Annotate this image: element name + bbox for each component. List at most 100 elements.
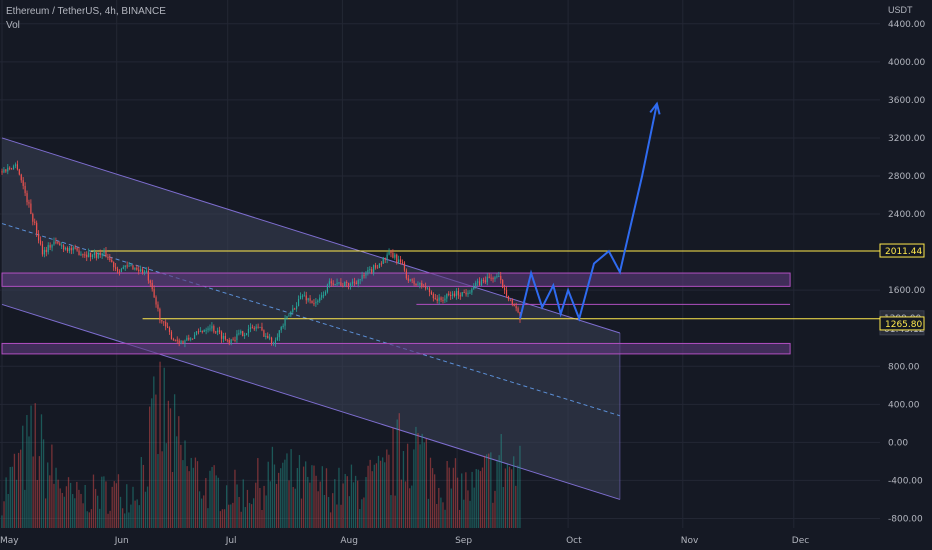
volume-bar — [163, 367, 165, 528]
candle-body — [43, 249, 45, 255]
volume-bar — [234, 469, 236, 528]
volume-bar — [305, 461, 307, 528]
x-tick-label: Aug — [340, 536, 358, 546]
candle-body — [475, 282, 477, 287]
candle-body — [45, 249, 47, 253]
volume-bar — [188, 471, 190, 528]
volume-bar — [277, 472, 280, 528]
candle-body — [459, 295, 461, 297]
candle-body — [305, 295, 307, 301]
candle-body — [446, 293, 448, 299]
volume-bar — [5, 477, 7, 528]
level-price-box — [879, 243, 925, 258]
candle-body — [374, 265, 377, 268]
volume-bar — [506, 463, 509, 528]
volume-bar — [171, 471, 174, 528]
candle-body — [453, 293, 456, 296]
volume-bar — [471, 471, 473, 528]
candle-body — [400, 259, 402, 263]
volume-bar — [325, 468, 328, 528]
candle-body — [140, 269, 142, 272]
candle-body — [159, 308, 161, 321]
candle-body — [463, 292, 465, 294]
candle-body — [74, 247, 76, 249]
volume-indicator-label[interactable]: Vol — [6, 20, 20, 31]
volume-bar — [388, 454, 390, 528]
candle-body — [39, 240, 42, 245]
volume-bar — [42, 439, 45, 528]
candle-body — [278, 330, 280, 338]
candle-body — [141, 269, 144, 273]
candle-body — [452, 293, 454, 296]
volume-bar — [273, 464, 276, 528]
volume-bar — [69, 482, 72, 528]
volume-bar — [180, 444, 182, 528]
y-tick-label: 1600.00 — [888, 286, 925, 296]
candle-body — [315, 301, 317, 304]
volume-bar — [78, 489, 80, 528]
candle-body — [153, 289, 155, 298]
candle-body — [184, 340, 186, 344]
volume-bar — [261, 509, 263, 528]
candle-body — [263, 330, 265, 337]
candle-body — [78, 250, 80, 256]
volume-bar — [144, 491, 147, 528]
candle-body — [419, 282, 421, 285]
candle-body — [371, 269, 373, 273]
candle-body — [411, 279, 413, 281]
candle-body — [351, 281, 354, 284]
candle-body — [149, 280, 151, 283]
volume-bar — [228, 504, 230, 528]
candle-body — [93, 252, 96, 256]
volume-bar — [55, 467, 57, 528]
candle-body — [426, 288, 429, 290]
volume-bar — [481, 467, 484, 528]
volume-bar — [515, 485, 517, 528]
y-tick-label: 4400.00 — [888, 20, 925, 30]
volume-bar — [30, 405, 32, 528]
candle-body — [313, 303, 315, 305]
volume-bar — [184, 440, 186, 528]
volume-bar — [492, 502, 494, 528]
volume-bar — [217, 477, 219, 528]
volume-bar — [86, 511, 88, 528]
candle-body — [66, 247, 69, 252]
candle-body — [336, 282, 338, 285]
volume-bar — [373, 464, 375, 528]
candle-body — [282, 325, 284, 328]
candle-body — [113, 262, 115, 268]
volume-bar — [161, 451, 163, 528]
volume-bar — [510, 469, 513, 528]
candle-body — [147, 270, 149, 281]
volume-bar — [398, 413, 400, 528]
volume-bar — [419, 444, 421, 528]
candle-body — [392, 252, 394, 258]
candle-body — [163, 321, 165, 323]
candle-body — [401, 262, 404, 264]
volume-bar — [92, 474, 95, 528]
y-tick-label: 0.00 — [888, 438, 908, 448]
volume-bars — [1, 361, 521, 528]
volume-bar — [61, 492, 63, 528]
candle-body — [205, 329, 207, 331]
candle-body — [89, 252, 92, 258]
candle-body — [450, 294, 452, 296]
candle-body — [311, 300, 313, 304]
volume-bar — [32, 456, 34, 528]
time-axis: May Jun Jul Aug Sep Oct Nov Dec — [0, 536, 809, 546]
candle-body — [101, 253, 103, 255]
volume-bar — [176, 436, 178, 528]
candle-body — [240, 331, 242, 334]
candle-body — [118, 271, 121, 273]
volume-bar — [344, 473, 346, 528]
x-tick-label: Jul — [225, 536, 237, 546]
volume-bar — [377, 455, 380, 528]
candle-body — [259, 326, 261, 328]
candle-body — [274, 339, 277, 343]
candle-body — [193, 334, 196, 339]
volume-bar — [257, 458, 259, 528]
volume-bar — [223, 509, 226, 528]
volume-bar — [115, 483, 118, 528]
volume-bar — [213, 465, 215, 528]
